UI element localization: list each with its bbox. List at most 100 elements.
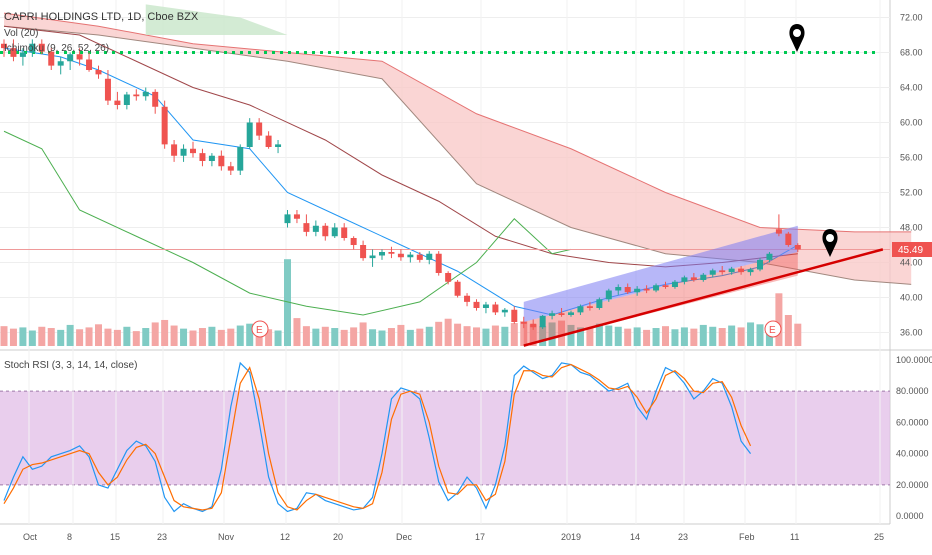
volume-bar — [747, 322, 755, 346]
volume-bar — [340, 329, 348, 346]
time-tick-label: 23 — [157, 532, 167, 542]
volume-bar — [520, 321, 528, 346]
volume-bar — [66, 324, 74, 346]
volume-bar — [548, 322, 556, 346]
candle-body — [275, 144, 282, 147]
volume-bar — [293, 318, 301, 346]
candle-body — [416, 254, 423, 260]
candle-body — [256, 122, 263, 136]
volume-bar — [614, 326, 622, 346]
candle-body — [76, 54, 83, 60]
volume-bar — [28, 330, 36, 346]
candle-body — [747, 269, 754, 273]
candle-body — [568, 312, 574, 315]
volume-bar — [718, 328, 726, 346]
volume-bar — [662, 326, 669, 346]
stoch-tick-label: 20.0000 — [896, 480, 929, 490]
volume-bar — [643, 329, 651, 346]
candle-body — [161, 106, 168, 145]
cloud-area — [4, 13, 912, 285]
lagging-line — [3, 130, 572, 316]
candle-body — [634, 288, 641, 293]
cloud-green-area — [145, 4, 288, 35]
volume-bar — [132, 331, 140, 346]
volume-bar — [76, 329, 84, 346]
price-tick-label: 68.00 — [900, 48, 923, 58]
volume-bar — [567, 324, 575, 346]
volume-bar — [265, 329, 273, 346]
stoch-tick-label: 40.0000 — [896, 449, 929, 459]
candle-body — [719, 270, 726, 273]
candle-body — [690, 277, 697, 280]
volume-bar — [198, 328, 206, 346]
candle-body — [104, 78, 111, 101]
candle-body — [605, 290, 612, 300]
volume-bar — [104, 328, 112, 346]
candle-body — [10, 48, 17, 57]
candle-body — [530, 323, 537, 328]
volume-bar — [510, 323, 518, 346]
volume-bar — [463, 326, 471, 346]
candle-body — [322, 225, 329, 237]
channel-drawing — [523, 225, 884, 347]
stoch-series-k — [3, 361, 752, 513]
time-tick-label: Dec — [396, 532, 413, 542]
price-tick-label: 48.00 — [900, 223, 923, 233]
price-tick-label: 60.00 — [900, 118, 923, 128]
volume-bar — [416, 328, 424, 346]
candle-body — [142, 91, 149, 97]
candle-body — [586, 306, 593, 308]
stoch-tick-label: 80.0000 — [896, 386, 929, 396]
volume-bar — [38, 326, 46, 346]
price-tick-label: 40.00 — [900, 293, 923, 303]
time-tick-label: 2019 — [561, 532, 581, 542]
candle-body — [180, 148, 187, 156]
candle-body — [67, 54, 74, 62]
candle-body — [653, 285, 660, 291]
chart-title: CAPRI HOLDINGS LTD, 1D, Cboe BZX — [4, 11, 199, 23]
candle-body — [1, 43, 7, 49]
volume-bar — [444, 318, 452, 346]
candle-body — [577, 306, 584, 313]
candle-body — [426, 253, 433, 260]
axes: 72.00 68.00 64.00 60.00 56.00 52.00 48.00 44.00… — [23, 13, 932, 543]
candle-body — [227, 166, 234, 171]
volume-bar — [775, 293, 783, 346]
volume-bar — [378, 330, 386, 346]
volume-bars — [0, 259, 802, 346]
price-tick-label: 52.00 — [900, 188, 923, 198]
time-tick-label: Oct — [23, 532, 38, 542]
candle-body — [615, 287, 622, 291]
earnings-marker[interactable]: E — [251, 320, 269, 338]
candle-body — [794, 245, 801, 250]
candle-body — [728, 268, 735, 273]
earnings-marker[interactable]: E — [764, 320, 782, 338]
candle-body — [407, 254, 414, 258]
time-tick-label: 12 — [280, 532, 290, 542]
candle-body — [341, 227, 348, 238]
candle-body — [558, 313, 565, 315]
volume-bar — [501, 326, 509, 346]
last-price-value: 45.49 — [898, 245, 923, 256]
stoch-series-d — [3, 363, 752, 511]
candle-body — [501, 309, 508, 313]
candle-body — [539, 315, 546, 328]
stoch-tick-label: 0.0000 — [896, 511, 924, 521]
volume-bar — [539, 326, 547, 346]
time-tick-label: Nov — [218, 532, 235, 542]
volume-bar — [595, 323, 603, 346]
volume-bar — [680, 327, 688, 346]
volume-bar — [756, 324, 764, 346]
candle-body — [709, 270, 716, 275]
time-tick-label: 25 — [874, 532, 884, 542]
volume-bar — [435, 321, 443, 346]
volume-bar — [387, 328, 395, 346]
candles — [1, 39, 801, 330]
ichimoku-label: Ichimoku (9, 26, 52, 26) — [4, 43, 109, 54]
candle-body — [681, 277, 688, 282]
candle-body — [464, 295, 471, 302]
volume-bar — [558, 320, 566, 346]
candle-body — [199, 153, 206, 161]
candle-body — [624, 287, 631, 293]
volume-bar — [0, 326, 8, 346]
